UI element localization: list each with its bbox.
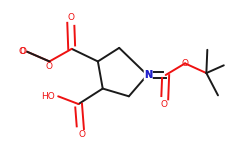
Text: O: O — [18, 47, 25, 56]
Text: N: N — [144, 70, 152, 80]
Text: O: O — [181, 59, 188, 68]
Text: N: N — [144, 70, 152, 80]
Text: O: O — [160, 100, 167, 109]
Text: O: O — [19, 47, 26, 56]
Text: O: O — [67, 13, 74, 22]
Text: O: O — [46, 62, 53, 71]
Text: O: O — [78, 130, 86, 139]
Text: HO: HO — [42, 92, 55, 101]
